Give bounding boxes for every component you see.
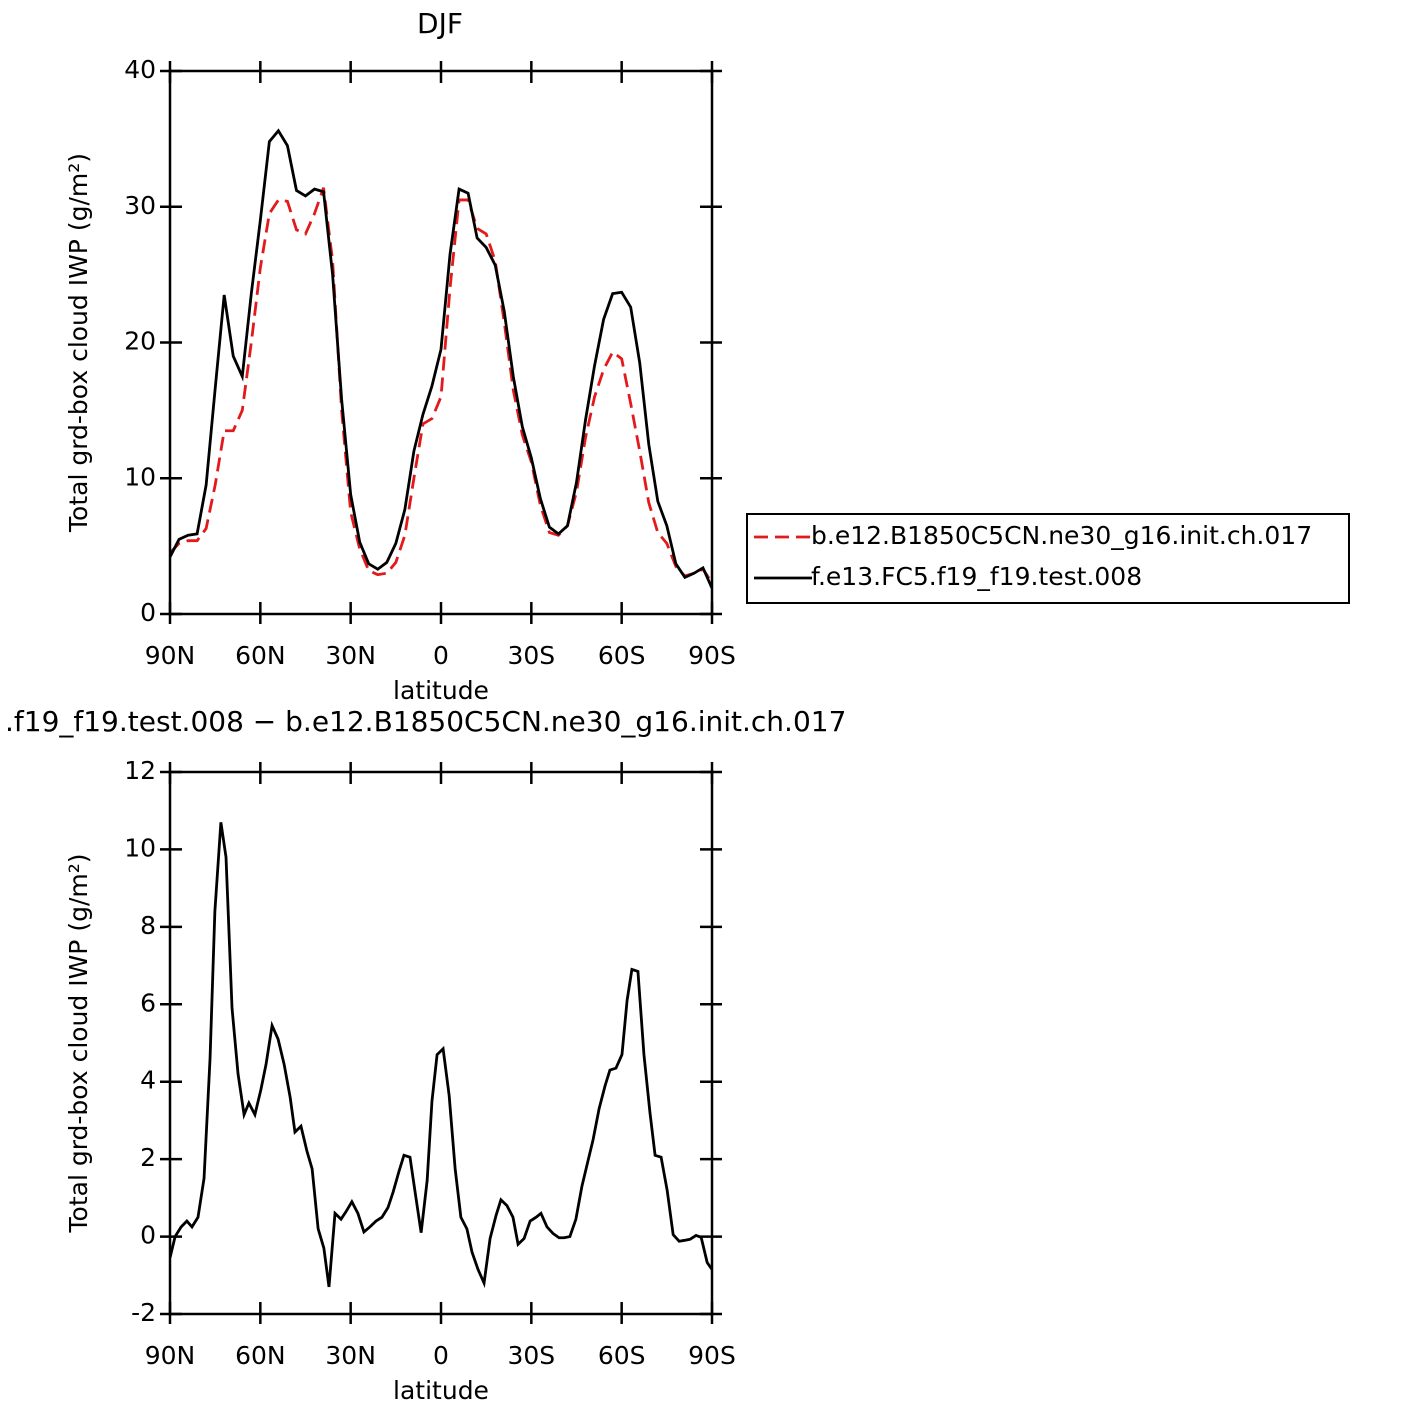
y-tick-label: 4 [140, 1066, 156, 1095]
y-tick-label: 0 [140, 1221, 156, 1250]
y-tick-label: 10 [124, 833, 156, 862]
x-tick-label: 0 [433, 1341, 449, 1370]
x-tick-label: 30S [507, 1341, 555, 1370]
x-tick-label: 30N [325, 1341, 376, 1370]
x-tick-label: 90N [145, 1341, 196, 1370]
x-tick-label: 60S [598, 1341, 646, 1370]
x-axis-label: latitude [393, 676, 489, 705]
legend-box [746, 513, 1350, 604]
x-axis-label: latitude [393, 1376, 489, 1405]
x-tick-label: 90S [688, 641, 736, 670]
y-tick-label: 20 [124, 327, 156, 356]
y-tick-label: 10 [124, 462, 156, 491]
y-tick-label: 30 [124, 191, 156, 220]
plot-frame [168, 69, 714, 616]
x-tick-label: 60N [235, 641, 286, 670]
y-axis-label: Total grd-box cloud IWP (g/m²) [64, 153, 93, 533]
legend-label: f.e13.FC5.f19_f19.test.008 [811, 562, 1142, 591]
y-tick-label: 12 [124, 756, 156, 785]
y-tick-label: 2 [140, 1143, 156, 1172]
data-line [170, 822, 712, 1289]
data-line [170, 187, 712, 584]
chart-title: DJF [417, 7, 463, 40]
x-tick-label: 60S [598, 641, 646, 670]
legend-label: b.e12.B1850C5CN.ne30_g16.init.ch.017 [811, 521, 1312, 550]
y-tick-label: 0 [140, 598, 156, 627]
x-tick-label: 0 [433, 641, 449, 670]
y-tick-label: 40 [124, 55, 156, 84]
x-tick-label: 90S [688, 1341, 736, 1370]
x-tick-label: 60N [235, 1341, 286, 1370]
y-tick-label: 6 [140, 988, 156, 1017]
x-tick-label: 30N [325, 641, 376, 670]
y-tick-label: 8 [140, 911, 156, 940]
chart-title: .f19_f19.test.008 − b.e12.B1850C5CN.ne30… [5, 705, 846, 738]
y-tick-label: -2 [131, 1298, 156, 1327]
x-tick-label: 90N [145, 641, 196, 670]
y-axis-label: Total grd-box cloud IWP (g/m²) [64, 853, 93, 1233]
x-tick-label: 30S [507, 641, 555, 670]
plot-frame [168, 770, 714, 1316]
data-line [170, 128, 712, 589]
